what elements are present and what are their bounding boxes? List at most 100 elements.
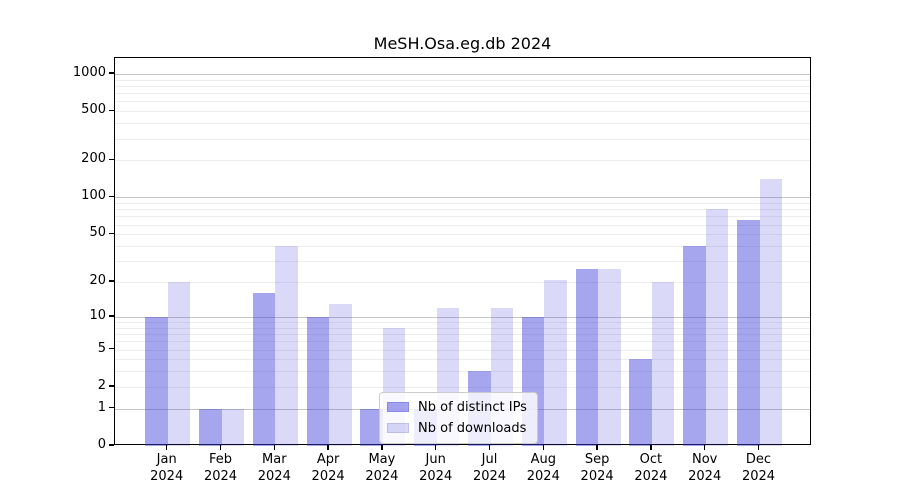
bar-nb-of-downloads-dec — [759, 179, 782, 446]
gridline-minor — [115, 359, 810, 361]
legend-swatch-distinct-ips — [387, 402, 409, 412]
x-tick-month: Aug — [530, 452, 556, 467]
gridline-minor — [115, 101, 810, 103]
x-tick-year: 2024 — [419, 469, 453, 484]
x-tick-year: 2024 — [257, 469, 291, 484]
gridline-minor — [115, 282, 810, 284]
gridline-minor — [115, 261, 810, 263]
y-tick-mark — [109, 158, 114, 161]
x-tick-year: 2024 — [688, 469, 722, 484]
legend-label-distinct-ips: Nb of distinct IPs — [418, 399, 527, 415]
legend: Nb of distinct IPs Nb of downloads — [379, 392, 538, 444]
y-tick-label: 10 — [89, 307, 106, 323]
plot-area: Nb of distinct IPs Nb of downloads — [114, 57, 811, 446]
gridline-minor — [115, 203, 810, 205]
gridline-minor — [115, 327, 810, 329]
gridline-major — [115, 73, 810, 75]
x-tick-mark — [704, 445, 706, 450]
gridline-minor — [115, 79, 810, 81]
bar-nb-of-distinct-ips-apr — [306, 316, 330, 446]
x-tick-label-jul: Jul 2024 — [462, 451, 518, 485]
x-tick-mark — [542, 445, 544, 450]
y-tick-mark — [109, 280, 114, 282]
legend-label-downloads: Nb of downloads — [418, 420, 527, 436]
x-tick-mark — [435, 445, 437, 450]
x-tick-mark — [327, 445, 329, 450]
gridline-minor — [115, 246, 810, 247]
y-tick-label: 50 — [89, 225, 106, 241]
bar-nb-of-distinct-ips-feb — [199, 408, 222, 446]
x-tick-mark — [219, 445, 222, 450]
bar-nb-of-downloads-aug — [544, 279, 567, 446]
gridline-minor — [115, 123, 810, 125]
gridline-minor — [115, 334, 810, 336]
x-tick-label-apr: Apr 2024 — [300, 451, 356, 485]
gridline-minor — [115, 224, 810, 226]
x-tick-label-sep: Sep 2024 — [569, 451, 625, 485]
legend-swatch-downloads — [387, 423, 409, 433]
x-tick-year: 2024 — [634, 469, 668, 484]
x-tick-year: 2024 — [365, 469, 399, 484]
gridline-minor — [115, 85, 810, 87]
y-tick-mark — [109, 109, 114, 111]
bar-nb-of-downloads-nov — [705, 209, 729, 446]
x-tick-month: Sep — [584, 452, 610, 467]
x-tick-month: May — [368, 452, 396, 467]
gridline-minor — [115, 322, 810, 323]
bar-nb-of-distinct-ips-nov — [683, 246, 706, 446]
x-tick-label-mar: Mar 2024 — [246, 451, 302, 485]
x-tick-month: Nov — [692, 452, 718, 467]
x-tick-label-dec: Dec 2024 — [731, 451, 787, 485]
y-tick-mark — [109, 195, 114, 198]
x-tick-mark — [166, 445, 168, 450]
gridline-minor — [115, 371, 810, 373]
x-tick-year: 2024 — [311, 469, 345, 484]
bar-nb-of-distinct-ips-may — [360, 408, 383, 446]
x-tick-mark — [273, 445, 275, 450]
gridline-minor — [115, 216, 810, 218]
x-tick-mark — [596, 445, 598, 450]
x-tick-month: Dec — [745, 452, 772, 467]
gridline-major — [115, 316, 810, 318]
x-tick-month: Jun — [425, 452, 446, 467]
bar-nb-of-downloads-sep — [598, 268, 621, 446]
x-tick-label-jan: Jan 2024 — [139, 451, 195, 485]
gridline-minor — [115, 234, 810, 236]
y-tick-label: 200 — [81, 151, 106, 167]
gridline-minor — [115, 138, 810, 140]
bar-nb-of-distinct-ips-jan — [145, 316, 168, 446]
y-tick-mark — [109, 232, 114, 234]
bar-nb-of-downloads-jan — [167, 282, 191, 446]
legend-entry-downloads: Nb of downloads — [387, 419, 527, 437]
gridline-minor — [115, 160, 810, 162]
y-tick-mark — [109, 72, 114, 74]
x-tick-year: 2024 — [580, 469, 614, 484]
gridline-major — [115, 197, 810, 199]
legend-entry-distinct-ips: Nb of distinct IPs — [387, 398, 527, 416]
chart-title: MeSH.Osa.eg.db 2024 — [373, 34, 552, 53]
gridline-minor — [115, 209, 810, 211]
y-tick-mark — [109, 315, 114, 317]
bar-nb-of-downloads-apr — [329, 303, 352, 446]
x-tick-label-aug: Aug 2024 — [515, 451, 571, 485]
x-tick-year: 2024 — [203, 469, 238, 484]
y-tick-label: 1000 — [72, 64, 106, 80]
bar-nb-of-downloads-mar — [275, 246, 298, 446]
y-tick-label: 0 — [97, 437, 106, 452]
x-tick-year: 2024 — [741, 469, 776, 484]
x-tick-month: Jul — [481, 452, 498, 467]
bar-nb-of-distinct-ips-dec — [737, 220, 760, 446]
bar-nb-of-distinct-ips-oct — [629, 359, 652, 446]
gridline-minor — [115, 386, 810, 388]
y-tick-label: 100 — [81, 188, 106, 204]
x-tick-mark — [488, 445, 491, 450]
x-tick-year: 2024 — [526, 469, 560, 484]
x-tick-year: 2024 — [150, 469, 184, 484]
gridline-minor — [115, 93, 810, 95]
bar-nb-of-distinct-ips-sep — [575, 268, 599, 446]
x-tick-month: Jan — [156, 452, 177, 467]
x-tick-label-may: May 2024 — [354, 451, 410, 485]
gridline-minor — [115, 341, 810, 343]
y-tick-mark — [109, 347, 114, 350]
